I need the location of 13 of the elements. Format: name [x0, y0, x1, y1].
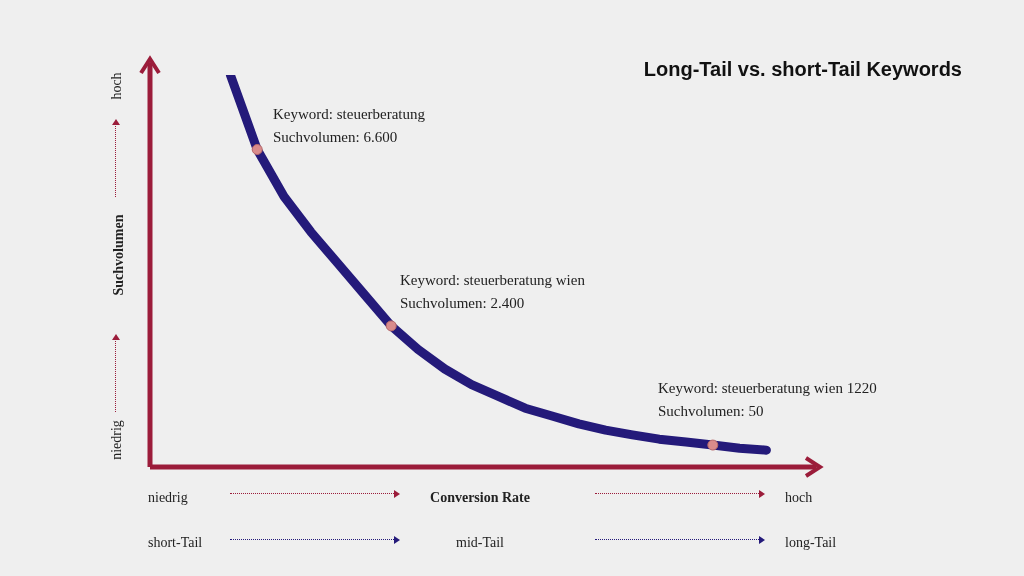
chart-title: Long-Tail vs. short-Tail Keywords	[643, 58, 962, 81]
annotation: Keyword: steuerberatung wien Suchvolumen: 2.400	[400, 271, 585, 313]
text: hoch	[107, 72, 125, 100]
text: mid-Tail	[455, 534, 505, 552]
y-axis-title: Suchvolumen	[109, 214, 127, 296]
text: short-Tail	[148, 534, 203, 552]
text: niedrig	[148, 489, 188, 507]
text: hoch	[785, 489, 813, 507]
x-axis-title: Conversion Rate	[430, 489, 530, 507]
annotation: Keyword: steuerberatung wien 1220 Suchvolumen: 50	[658, 379, 877, 421]
annotation: Keyword: steuerberatung Suchvolumen: 6.600	[273, 105, 426, 147]
text: niedrig	[107, 420, 125, 460]
text: long-Tail	[785, 534, 837, 552]
